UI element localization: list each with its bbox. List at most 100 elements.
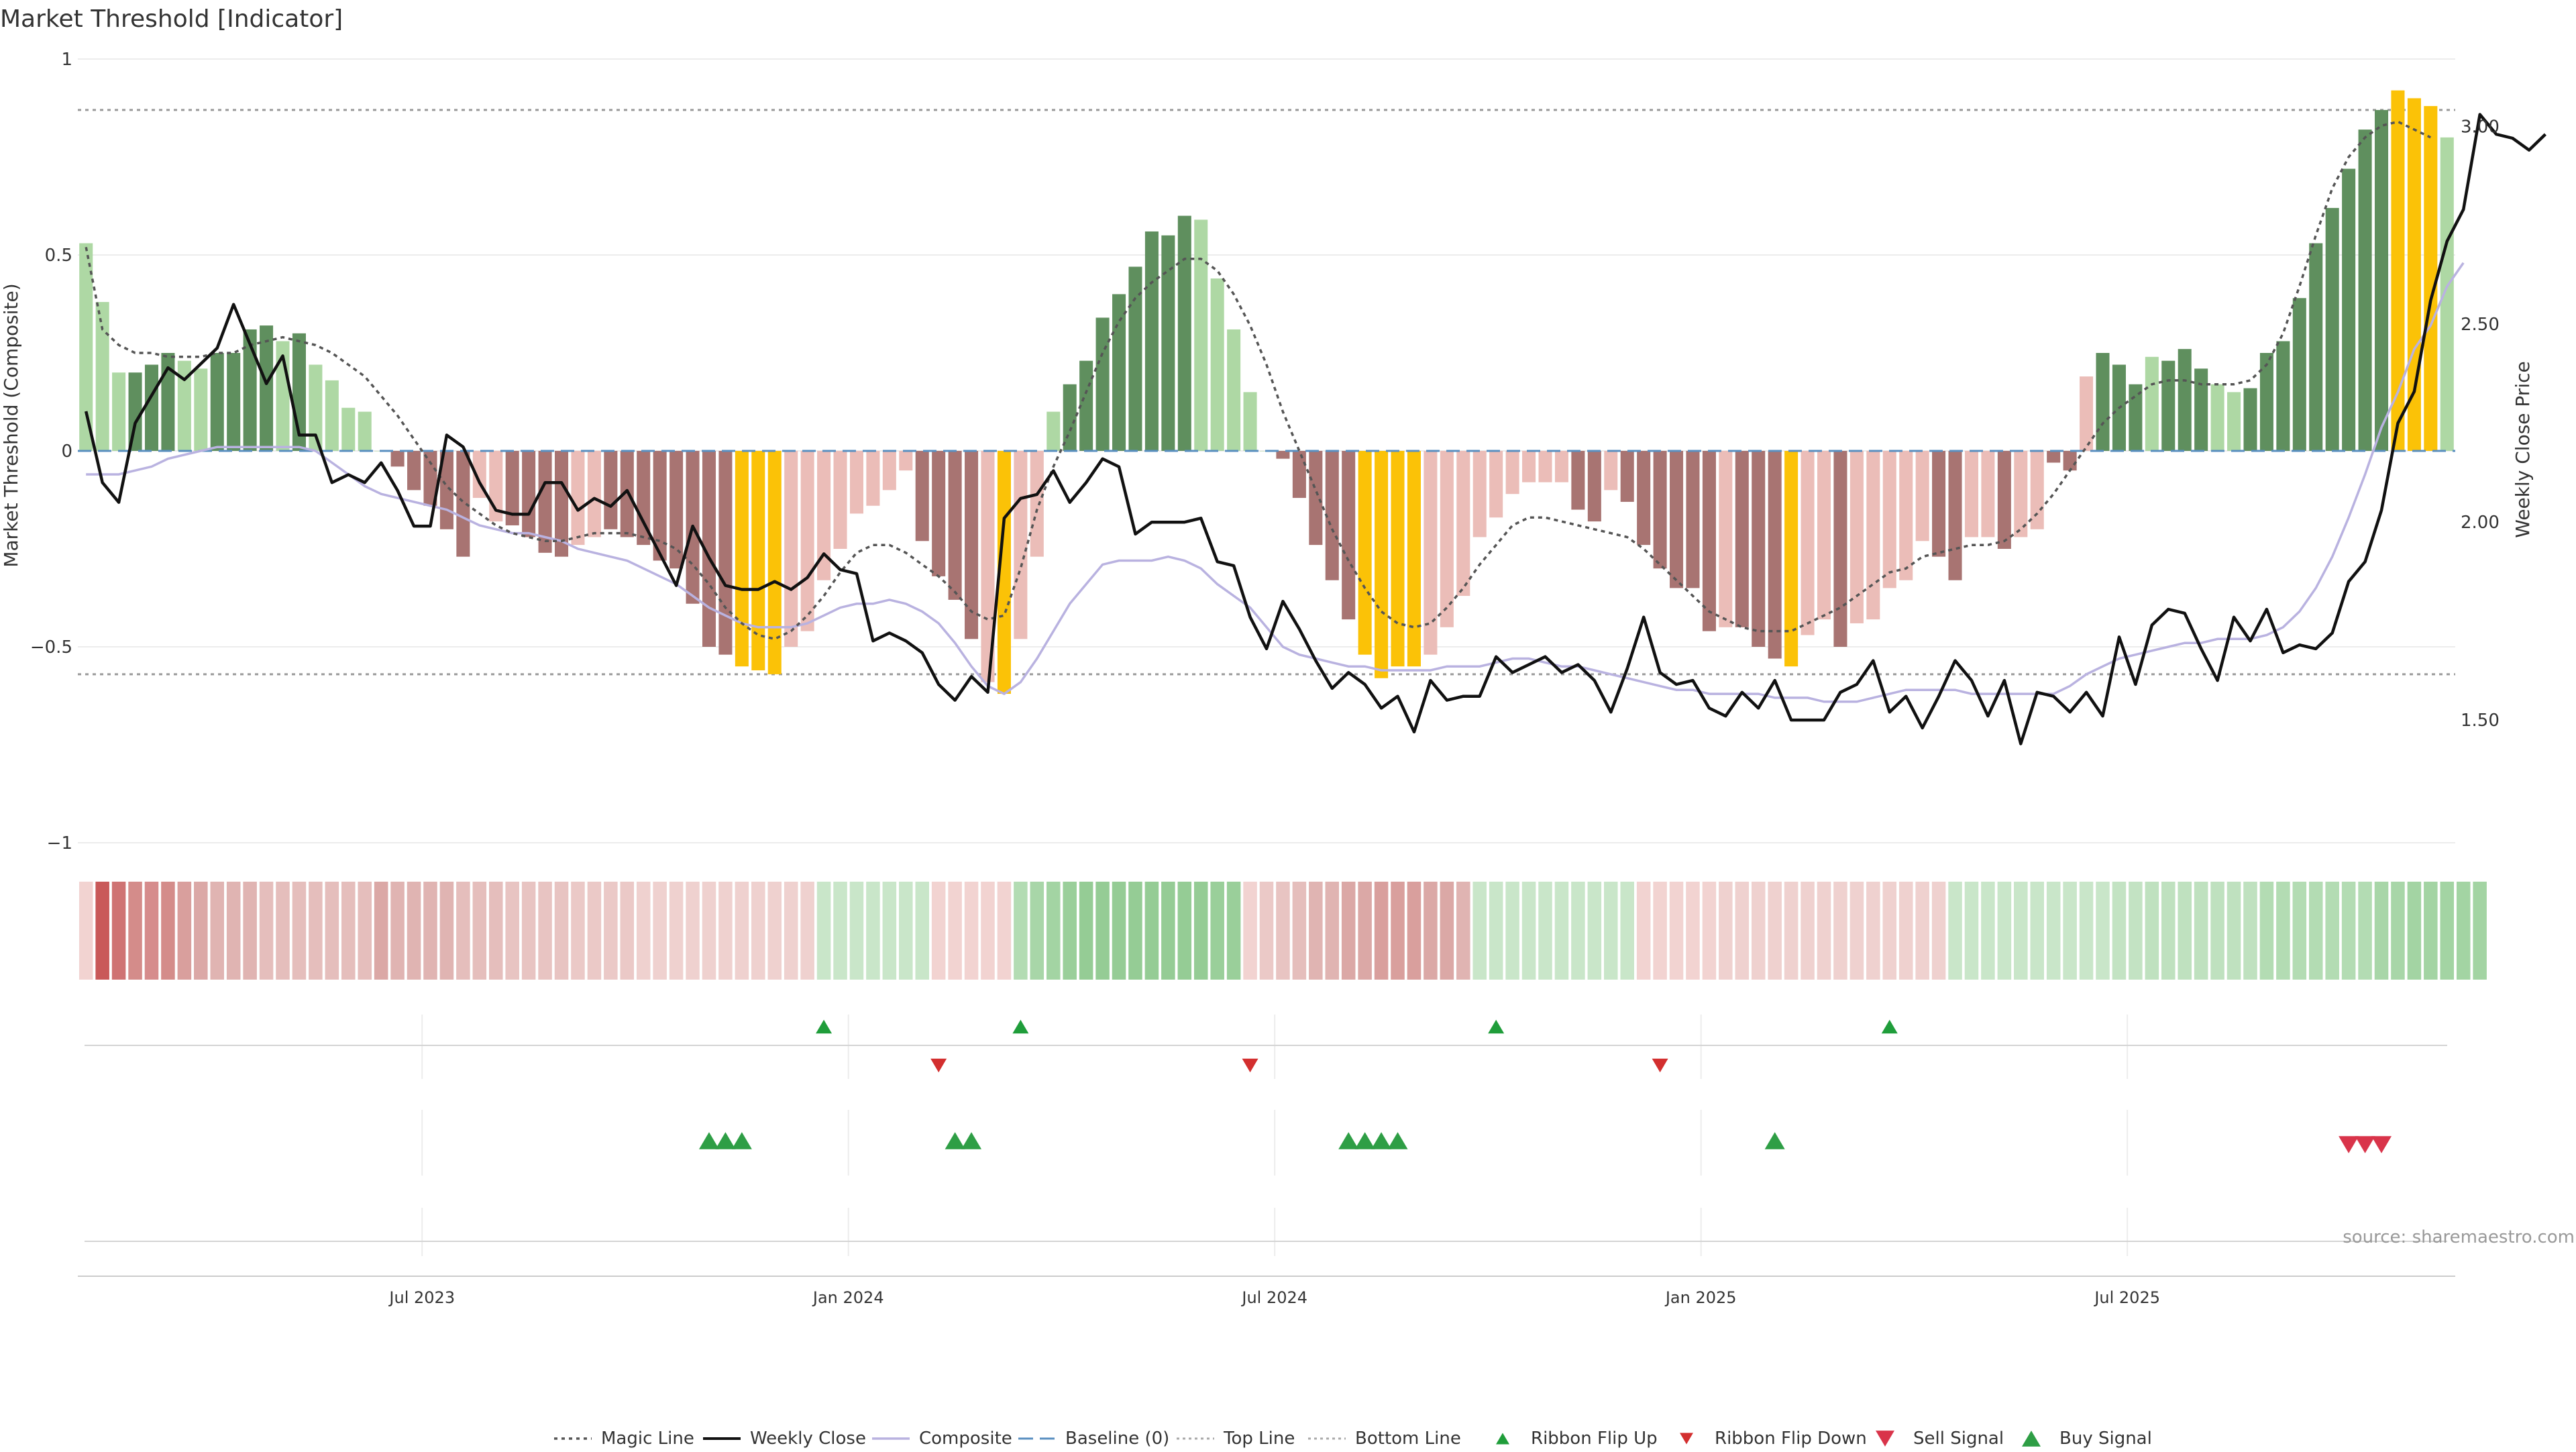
composite-bar [2259, 353, 2273, 451]
ribbon-cell [1144, 882, 1159, 980]
y2-tick-label: 1.50 [2461, 711, 2500, 731]
ribbon-cell [1407, 882, 1421, 980]
ribbon-cell [1489, 882, 1503, 980]
ribbon-cell [915, 882, 929, 980]
ribbon-cell [1719, 882, 1733, 980]
composite-bar [1948, 451, 1962, 580]
composite-bar [1735, 451, 1749, 627]
composite-bar [1276, 451, 1290, 459]
ribbon-cell [161, 882, 175, 980]
legend-label: Top Line [1223, 1429, 1295, 1449]
composite-bar [358, 411, 372, 451]
composite-bar [260, 325, 274, 451]
composite-bar [309, 364, 323, 451]
legend-label: Weekly Close [750, 1429, 866, 1449]
composite-bar [1915, 451, 1929, 541]
composite-bar [1440, 451, 1454, 627]
ribbon-cell [2079, 882, 2094, 980]
buy-signal-marker [1387, 1132, 1408, 1149]
composite-bar [2210, 384, 2224, 451]
ribbon-cell [2456, 882, 2471, 980]
ribbon-cell [636, 882, 651, 980]
ribbon-cell [2129, 882, 2143, 980]
composite-bar [1489, 451, 1503, 518]
ribbon-cell [488, 882, 503, 980]
composite-bar [1407, 451, 1421, 667]
ribbon-cell [604, 882, 618, 980]
ribbon-cell [390, 882, 405, 980]
ribbon-cell [2440, 882, 2455, 980]
ribbon-cell [1063, 882, 1077, 980]
ribbon-cell [2046, 882, 2061, 980]
ribbon-cell [1161, 882, 1175, 980]
composite-bar [1375, 451, 1389, 678]
composite-bar [1670, 451, 1684, 588]
ribbon-cell [2325, 882, 2339, 980]
ribbon-cell [1620, 882, 1634, 980]
ribbon-cell [95, 882, 109, 980]
composite-bar [2342, 168, 2356, 451]
legend-label: Composite [919, 1429, 1012, 1449]
ribbon-cell [407, 882, 421, 980]
ribbon-cell [1817, 882, 1831, 980]
ribbon-cell [702, 882, 716, 980]
ribbon-cell [521, 882, 536, 980]
y-tick-label: −0.5 [30, 637, 72, 658]
ribbon-flip-up-marker [1012, 1019, 1029, 1034]
legend-label: Ribbon Flip Up [1531, 1429, 1658, 1449]
composite-bar [899, 451, 913, 471]
composite-bar [2358, 129, 2372, 451]
composite-bar [1309, 451, 1323, 546]
ribbon-cell [2112, 882, 2127, 980]
composite-bar [1571, 451, 1585, 510]
composite-bar [2047, 451, 2061, 463]
ribbon-cell [1669, 882, 1684, 980]
composite-bar [1095, 317, 1110, 451]
ribbon-cell [1898, 882, 1913, 980]
ribbon-cell [1554, 882, 1569, 980]
composite-bar [1424, 451, 1438, 655]
composite-bar [1784, 451, 1799, 667]
composite-bar [620, 451, 634, 537]
ribbon-cell [1571, 882, 1585, 980]
ribbon-cell [981, 882, 995, 980]
composite-bar [2243, 388, 2257, 451]
composite-bar [161, 353, 175, 451]
ribbon-cell [1226, 882, 1241, 980]
ribbon-cell [111, 882, 126, 980]
composite-bar [2161, 360, 2176, 451]
ribbon-cell [1374, 882, 1389, 980]
ribbon-cell [1964, 882, 1979, 980]
ribbon-cell [194, 882, 208, 980]
ribbon-cell [2341, 882, 2356, 980]
ribbon-cell [439, 882, 454, 980]
composite-bar [1637, 451, 1651, 546]
composite-bar [1194, 219, 1208, 451]
y-tick-label: 1 [61, 50, 72, 70]
ribbon-cell [2358, 882, 2372, 980]
composite-bar [932, 451, 946, 576]
composite-bar [1505, 451, 1519, 495]
composite-bar [1981, 451, 1995, 537]
ribbon-cell [2178, 882, 2192, 980]
composite-bar [1128, 266, 1142, 451]
ribbon-cell [931, 882, 946, 980]
ribbon-cell [538, 882, 552, 980]
ribbon-cell [1259, 882, 1274, 980]
y2-tick-label: 2.50 [2461, 315, 2500, 335]
ribbon-cell [849, 882, 864, 980]
ribbon-cell [243, 882, 257, 980]
legend-label: Sell Signal [1913, 1429, 2004, 1449]
ribbon-cell [1112, 882, 1126, 980]
ribbon-cell [2259, 882, 2274, 980]
composite-bar [1538, 451, 1552, 482]
ribbon-cell [1931, 882, 1946, 980]
ribbon-flip-up-marker [816, 1019, 833, 1034]
ribbon-cell [1030, 882, 1044, 980]
composite-bar [1768, 451, 1782, 659]
ribbon-cell [1210, 882, 1224, 980]
composite-bar [522, 451, 536, 537]
composite-bar [1752, 451, 1766, 647]
composite-bar [2178, 349, 2192, 451]
composite-bar [2014, 451, 2028, 537]
